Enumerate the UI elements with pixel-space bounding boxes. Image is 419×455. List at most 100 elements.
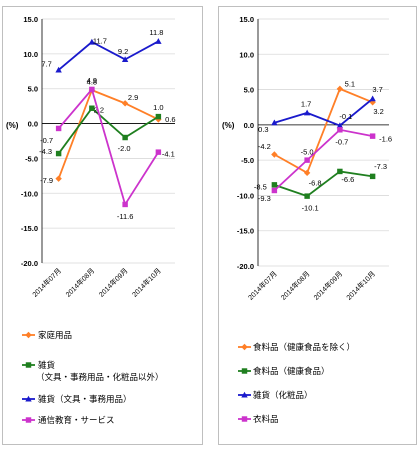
right-data-label: -6.8	[309, 178, 322, 187]
left-legend-item: 家庭用品	[22, 330, 72, 340]
left-data-label: -2.0	[118, 144, 131, 153]
right-data-point	[369, 95, 376, 102]
left-y-tick-label: 10.0	[23, 50, 38, 59]
right-data-label: -5.0	[301, 148, 314, 157]
right-data-label: -8.5	[254, 182, 267, 191]
right-y-tick-label: -10.0	[237, 191, 254, 200]
left-data-point	[55, 175, 62, 182]
left-data-point	[155, 38, 162, 44]
left-legend-item: 通信教育・サービス	[22, 415, 115, 425]
right-legend: 食料品（健康食品を除く） 食料品（健康食品） 雑貨（化粧品） 衣料品	[238, 342, 355, 424]
left-series-line	[57, 87, 160, 207]
right-legend-item: 雑貨（化粧品）	[238, 390, 313, 400]
right-data-point	[337, 127, 343, 133]
right-legend-item: 食料品（健康食品を除く）	[238, 342, 355, 352]
right-series-line	[273, 87, 373, 175]
right-data-label: 0.3	[258, 125, 268, 134]
right-legend-label: 食料品（健康食品を除く）	[253, 342, 355, 352]
right-data-point	[271, 182, 278, 188]
left-data-point	[155, 113, 162, 120]
left-data-point	[122, 134, 128, 141]
left-data-label: 7.7	[41, 59, 51, 68]
right-data-label: 3.7	[372, 85, 382, 94]
right-legend-item: 衣料品	[238, 414, 279, 424]
right-data-point	[336, 85, 344, 93]
left-data-point	[155, 116, 162, 123]
right-data-point	[304, 157, 310, 163]
right-data-label: -6.6	[341, 175, 354, 184]
left-series-2: -4.3 2.2 -2.0 1.0	[39, 103, 164, 157]
left-data-label: -7.9	[40, 176, 53, 185]
right-series-line	[273, 128, 373, 192]
left-series-line	[57, 106, 159, 155]
right-legend-marker	[241, 416, 248, 422]
left-data-label: -4.1	[162, 150, 175, 159]
left-legend-label: 通信教育・サービス	[38, 415, 115, 425]
left-data-point	[55, 125, 62, 132]
left-y-axis-unit: (%)	[6, 121, 19, 130]
right-data-point	[303, 109, 311, 116]
left-y-tick-label: -5.0	[25, 154, 38, 163]
left-legend-label: （文具・事務用品・化粧品以外）	[36, 372, 164, 382]
right-data-label: -9.3	[258, 194, 271, 203]
left-legend-label: 雑貨（文具・事務用品）	[38, 394, 132, 404]
left-series-3: 7.7 11.7 9.2 11.8	[41, 28, 163, 73]
left-y-tick-label: -20.0	[21, 259, 38, 268]
left-data-label: -4.3	[39, 147, 52, 156]
left-data-point	[121, 56, 129, 62]
right-data-label: -0.7	[335, 137, 348, 146]
right-y-tick-label: 10.0	[239, 50, 254, 59]
left-data-point	[121, 100, 129, 107]
right-legend-label: 食料品（健康食品）	[253, 366, 330, 376]
right-series-3: 0.3 1.7 -0.1 3.7	[258, 85, 383, 134]
right-legend-label: 衣料品	[253, 414, 279, 424]
left-data-label: 0.6	[165, 115, 175, 124]
left-legend-marker	[25, 417, 32, 423]
left-y-tick-label: 15.0	[23, 15, 38, 24]
right-data-label: 3.2	[373, 107, 383, 116]
left-y-tick-label: -10.0	[21, 189, 38, 198]
left-data-label: 4.8	[87, 78, 97, 87]
left-data-label: -0.7	[40, 136, 53, 145]
left-legend-marker	[25, 395, 32, 402]
left-chart-panel	[2, 6, 203, 445]
left-legend-marker	[25, 362, 32, 368]
right-legend-marker	[241, 343, 248, 351]
left-data-point	[88, 38, 96, 45]
right-y-tick-label: -20.0	[237, 262, 254, 271]
left-data-point	[55, 150, 62, 157]
right-series-2: -8.5 -10.1 -6.6 -7.3	[254, 162, 387, 213]
right-data-label: -4.2	[258, 142, 271, 151]
left-legend-label: 家庭用品	[38, 330, 72, 340]
right-legend-marker	[241, 391, 248, 398]
left-data-label: 2.2	[94, 106, 104, 115]
right-legend-item: 食料品（健康食品）	[238, 366, 330, 376]
right-data-label: -10.1	[302, 204, 319, 213]
left-data-label: 1.0	[153, 103, 163, 112]
right-data-label: -0.1	[339, 112, 352, 121]
right-series-line	[274, 170, 373, 198]
left-data-label: 2.9	[128, 93, 138, 102]
left-series-line	[58, 40, 159, 71]
right-y-tick-label: -5.0	[241, 156, 254, 165]
right-data-point	[271, 151, 278, 158]
right-y-tick-label: 15.0	[239, 15, 254, 24]
right-data-label: -7.3	[374, 162, 387, 171]
right-series-4: -9.3 -5.0 -0.7 -1.6	[258, 127, 392, 203]
right-chart-panel	[218, 6, 417, 445]
left-data-point	[155, 149, 162, 155]
left-data-point	[89, 105, 95, 111]
right-legend-label: 雑貨（化粧品）	[253, 390, 313, 400]
left-series-line	[57, 88, 159, 179]
left-data-label: -11.6	[117, 212, 134, 221]
left-data-point	[122, 201, 128, 208]
left-y-tick-label: 5.0	[28, 85, 38, 94]
left-legend-label: 雑貨	[38, 360, 56, 370]
right-y-tick-label: -15.0	[237, 227, 254, 236]
right-data-point	[303, 169, 311, 177]
left-legend-item: 雑貨（文具・事務用品）	[22, 394, 132, 404]
left-legend-marker	[25, 331, 32, 339]
right-legend-marker	[241, 368, 248, 374]
